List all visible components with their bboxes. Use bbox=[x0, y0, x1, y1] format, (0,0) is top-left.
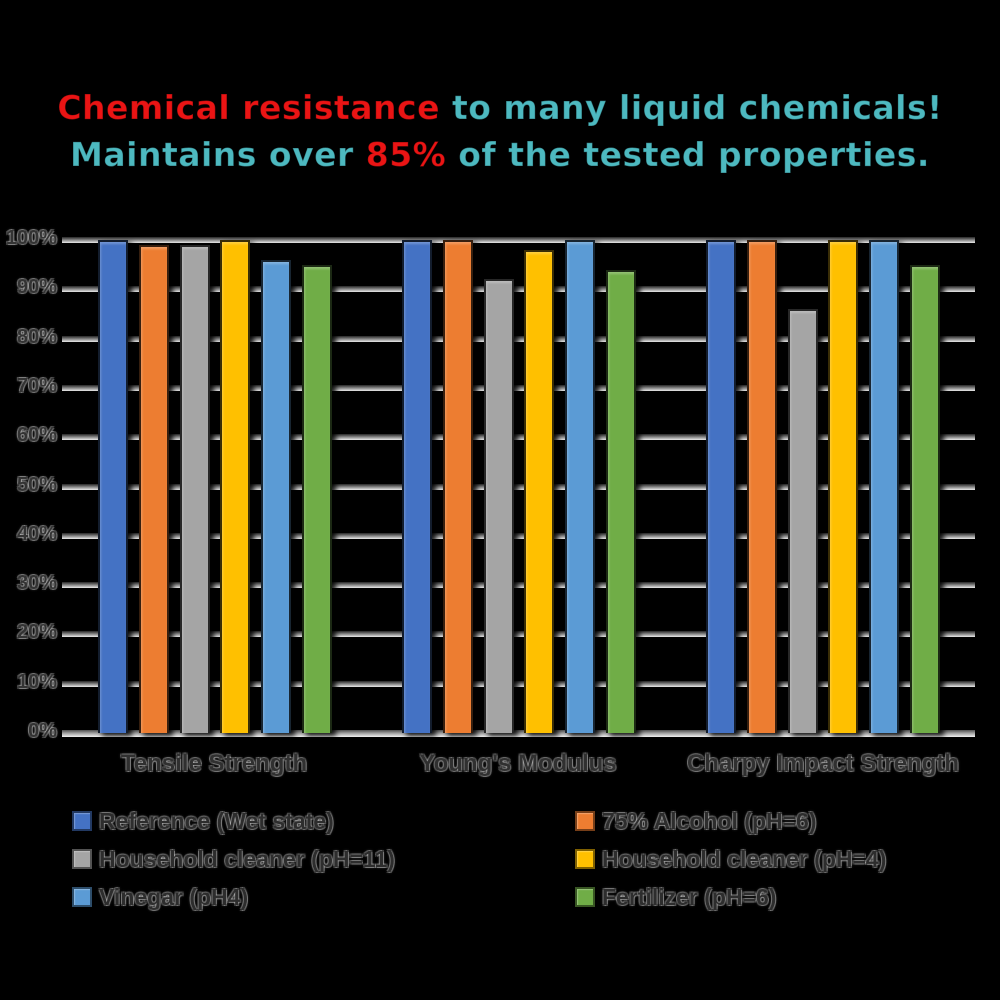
legend-swatch-icon bbox=[72, 811, 92, 831]
title-red-text: 85% bbox=[365, 135, 447, 175]
title-line-2: Maintains over 85% of the tested propert… bbox=[0, 131, 1000, 178]
y-tick-label: 90% bbox=[16, 276, 57, 299]
x-axis-line bbox=[62, 730, 975, 737]
gridline bbox=[62, 532, 975, 539]
bar bbox=[746, 240, 777, 733]
legend-item: Reference (Wet state) bbox=[72, 808, 334, 834]
bar bbox=[402, 240, 432, 733]
bar bbox=[302, 264, 332, 733]
title-teal-text: to many liquid chemicals! bbox=[439, 88, 943, 128]
gridline bbox=[62, 237, 975, 243]
legend-label: Vinegar (pH4) bbox=[99, 883, 249, 910]
y-tick-label: 80% bbox=[16, 325, 57, 348]
legend-swatch-icon bbox=[72, 887, 92, 907]
gridline bbox=[62, 384, 975, 391]
y-tick-label: 100% bbox=[5, 227, 57, 249]
bar bbox=[220, 240, 251, 733]
gridline bbox=[62, 434, 975, 441]
legend-item: Vinegar (pH4) bbox=[72, 884, 248, 910]
y-tick-label: 10% bbox=[16, 670, 57, 693]
title-red-text: Chemical resistance bbox=[57, 88, 440, 128]
legend-label: Reference (Wet state) bbox=[99, 807, 334, 834]
bar bbox=[179, 244, 210, 733]
title-teal-text: Maintains over bbox=[70, 135, 366, 175]
legend-item: Household cleaner (pH=11) bbox=[72, 846, 395, 872]
bar bbox=[869, 240, 900, 733]
legend-label: Household cleaner (pH=4) bbox=[602, 845, 887, 872]
y-tick-label: 20% bbox=[16, 621, 57, 644]
legend-item: Fertilizer (pH=6) bbox=[575, 884, 776, 910]
gridline bbox=[62, 582, 975, 589]
bar bbox=[261, 259, 292, 733]
chart-title: Chemical resistance to many liquid chemi… bbox=[0, 84, 1000, 178]
x-category-label: Charpy Impact Strength bbox=[686, 750, 960, 777]
legend-swatch-icon bbox=[575, 811, 595, 831]
legend-swatch-icon bbox=[72, 849, 92, 869]
gridline bbox=[62, 680, 975, 687]
bar bbox=[98, 240, 128, 733]
bar bbox=[787, 309, 818, 733]
y-tick-label: 40% bbox=[16, 522, 57, 545]
bar bbox=[138, 244, 169, 733]
legend-item: 75% Alcohol (pH=6) bbox=[575, 808, 817, 834]
bar bbox=[828, 240, 859, 733]
gridline bbox=[62, 286, 975, 293]
bar bbox=[524, 249, 555, 733]
y-tick-label: 30% bbox=[16, 572, 57, 595]
y-tick-label: 0% bbox=[28, 720, 57, 742]
bar bbox=[606, 269, 636, 733]
bar bbox=[565, 240, 596, 733]
y-tick-label: 60% bbox=[16, 424, 57, 447]
legend-label: Household cleaner (pH=11) bbox=[99, 845, 395, 872]
y-tick-label: 50% bbox=[16, 473, 57, 496]
bar bbox=[910, 264, 940, 733]
bar bbox=[706, 240, 736, 733]
gridline bbox=[62, 631, 975, 638]
y-tick-label: 70% bbox=[16, 374, 57, 397]
legend-swatch-icon bbox=[575, 887, 595, 907]
title-line-1: Chemical resistance to many liquid chemi… bbox=[0, 84, 1000, 131]
legend-label: Fertilizer (pH=6) bbox=[602, 883, 777, 910]
bar bbox=[483, 279, 514, 733]
x-category-label: Young's Modulus bbox=[419, 750, 617, 777]
bar bbox=[442, 240, 473, 733]
title-teal-text: of the tested properties. bbox=[446, 135, 930, 175]
gridline bbox=[62, 483, 975, 490]
legend-swatch-icon bbox=[575, 849, 595, 869]
gridline bbox=[62, 335, 975, 342]
legend-item: Household cleaner (pH=4) bbox=[575, 846, 886, 872]
legend-label: 75% Alcohol (pH=6) bbox=[602, 807, 817, 834]
x-category-label: Tensile Strength bbox=[120, 750, 308, 777]
